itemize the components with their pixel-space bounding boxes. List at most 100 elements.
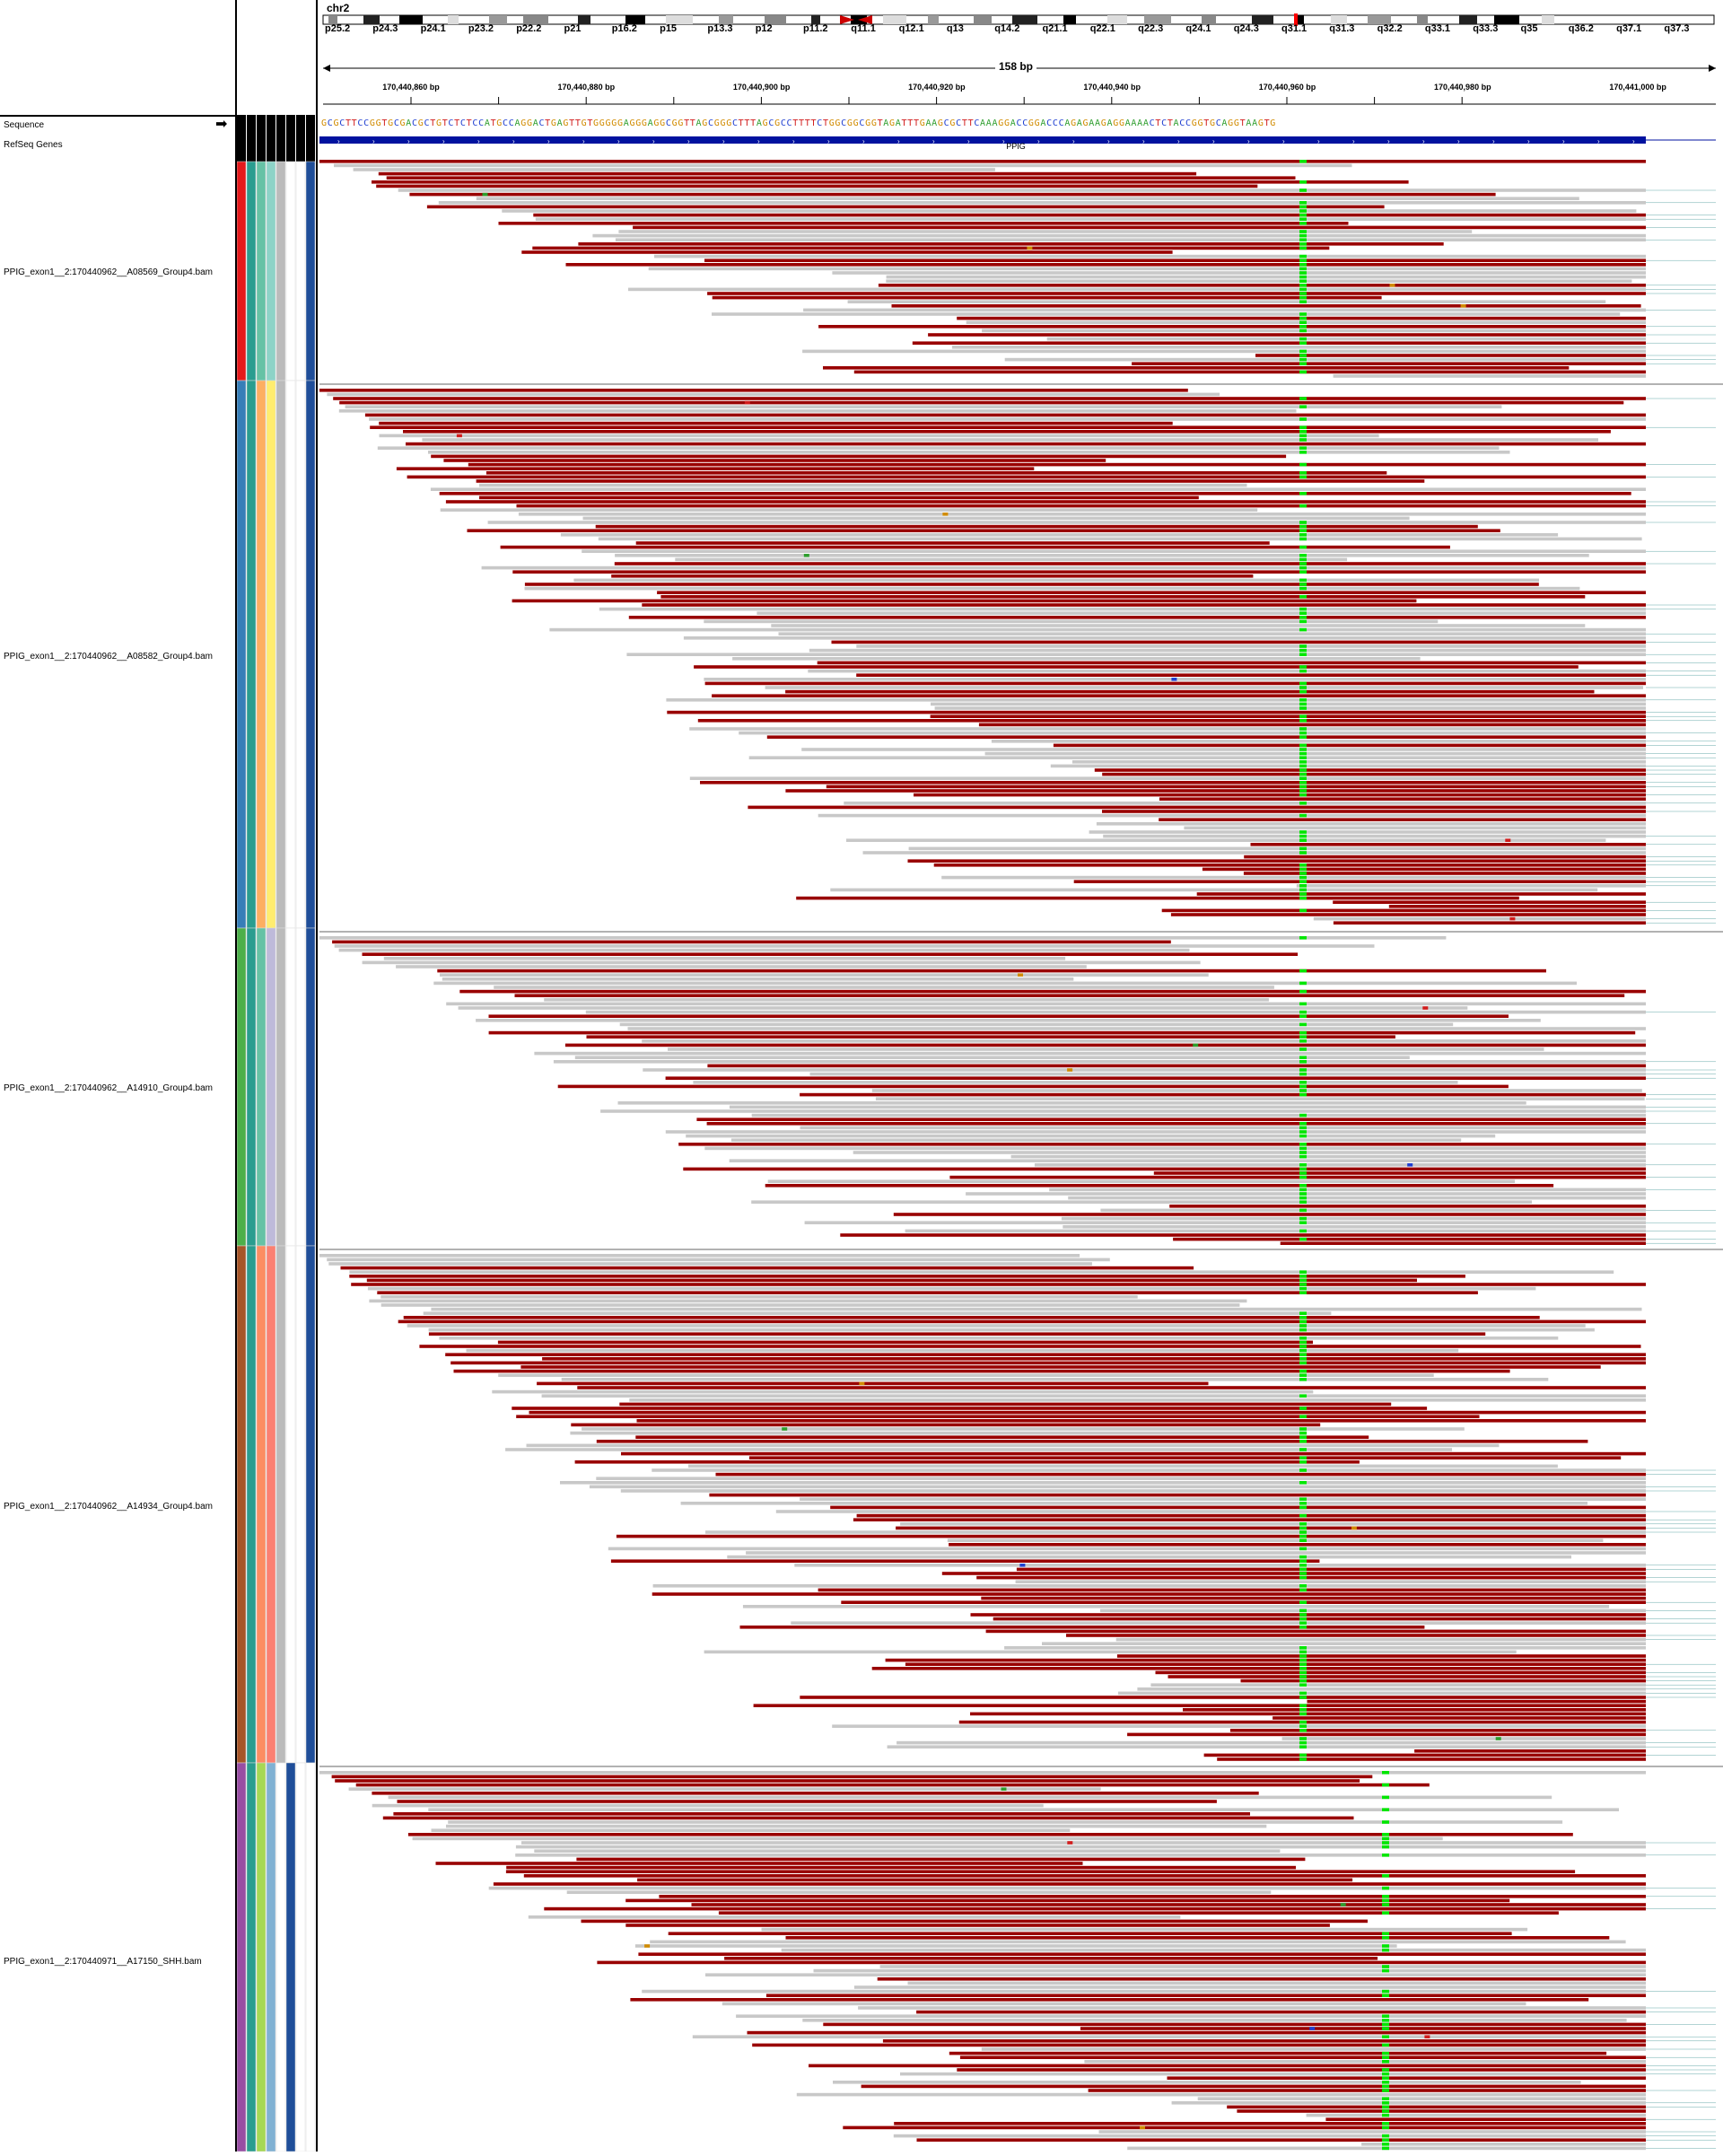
sequence-base: C	[503, 118, 509, 128]
read	[809, 2064, 1646, 2068]
read	[398, 1319, 1647, 1324]
read	[700, 781, 1646, 784]
mismatch-base	[942, 513, 949, 516]
ideogram-band-label: p24.1	[420, 23, 446, 34]
sample-label-3[interactable]: PPIG_exon1__2:170440962__A14910_Group4.b…	[4, 1083, 213, 1093]
variant-base	[1299, 1184, 1307, 1188]
alignment-reads[interactable]	[319, 160, 1723, 2152]
variant-base	[1299, 714, 1307, 718]
read	[616, 1534, 1646, 1538]
strand-chevron: ›	[1597, 137, 1600, 145]
variant-base	[1299, 1216, 1307, 1221]
read	[949, 1543, 1646, 1547]
ideogram-band-label: p13.3	[707, 23, 733, 34]
variant-base	[1299, 743, 1307, 748]
read	[428, 451, 1510, 454]
header-divider	[0, 115, 235, 117]
read	[650, 1940, 1626, 1944]
variant-base	[1299, 793, 1307, 797]
attr-cell	[285, 927, 296, 1247]
sequence-base: T	[792, 118, 800, 128]
variant-base	[1299, 1559, 1307, 1563]
read	[398, 188, 1647, 192]
attr-cell	[295, 927, 306, 1247]
read	[705, 1973, 1646, 1976]
variant-base	[1299, 751, 1307, 756]
read	[1296, 884, 1646, 888]
variant-base	[1299, 1084, 1307, 1089]
strand-chevron: ›	[1282, 137, 1285, 145]
read	[553, 1060, 1646, 1064]
attr-cell	[295, 161, 306, 381]
variant-base	[1299, 611, 1307, 615]
read	[746, 1551, 1646, 1555]
read	[707, 1064, 1646, 1068]
read	[648, 267, 1647, 271]
variant-base	[1299, 653, 1307, 656]
read	[1307, 1699, 1646, 1704]
variant-base	[1299, 1373, 1307, 1377]
sample-label-1[interactable]: PPIG_exon1__2:170440962__A08569_Group4.b…	[4, 267, 213, 277]
variant-base	[1299, 669, 1307, 673]
gene-name-label[interactable]: PPIG	[1006, 142, 1026, 151]
ideogram-band-label: q31.3	[1329, 23, 1355, 34]
read	[570, 1431, 1308, 1435]
attr-cell	[285, 380, 296, 929]
read	[704, 681, 1646, 686]
sequence-base: A	[925, 118, 932, 128]
sequence-base: G	[1071, 118, 1077, 128]
sample-label-2[interactable]: PPIG_exon1__2:170440962__A08582_Group4.b…	[4, 652, 213, 662]
variant-base	[1299, 425, 1307, 429]
refseq-track-name[interactable]: RefSeq Genes	[4, 140, 63, 150]
read	[586, 1035, 1395, 1039]
read	[633, 225, 1646, 230]
strand-arrow-icon[interactable]: ➡	[215, 117, 228, 132]
chromosome-ideogram[interactable]	[319, 13, 1723, 49]
read	[535, 217, 1646, 221]
ideogram-band-label: p24.3	[372, 23, 398, 34]
read	[654, 254, 1646, 259]
variant-base	[1382, 1989, 1389, 1994]
refseq-gene-track[interactable]: › › › › › › › › › › › › › › › › › › › › › › › › › › › › › › › › › › › › › ›	[319, 135, 1723, 147]
sample-label-4[interactable]: PPIG_exon1__2:170440962__A14934_Group4.b…	[4, 1502, 213, 1512]
read	[514, 994, 1625, 997]
read	[802, 349, 1646, 354]
read	[697, 719, 1646, 723]
read	[582, 549, 1647, 553]
read	[751, 1200, 1532, 1204]
attribute-color-columns[interactable]	[236, 0, 316, 2152]
attr-cell	[256, 1762, 267, 2152]
read	[817, 661, 1646, 665]
read	[611, 574, 1254, 578]
variant-base	[1299, 583, 1307, 586]
sequence-base: T	[569, 118, 575, 128]
sequence-base: T	[381, 118, 389, 128]
variant-base	[1299, 1237, 1307, 1241]
variant-base	[1299, 292, 1307, 295]
read	[691, 1903, 1646, 1906]
read	[856, 1513, 1646, 1518]
attr-cell	[305, 1245, 316, 1764]
read	[560, 1481, 1646, 1485]
variant-base	[1299, 1022, 1307, 1027]
variant-base	[1299, 1745, 1307, 1748]
sequence-base: C	[1215, 118, 1222, 128]
read	[619, 1022, 1454, 1027]
variant-base	[1299, 681, 1307, 686]
read	[1168, 1675, 1646, 1678]
sample-label-5[interactable]: PPIG_exon1__2:170440971__A17150_SHH.bam	[4, 1957, 202, 1967]
read	[665, 1076, 1646, 1080]
read	[907, 859, 1646, 863]
read	[1333, 900, 1646, 904]
sequence-base: G	[1003, 118, 1010, 128]
read	[727, 1555, 1571, 1559]
read	[1150, 1683, 1646, 1687]
sequence-base: A	[883, 118, 890, 128]
variant-base	[1299, 1278, 1307, 1283]
variant-base	[1299, 213, 1307, 217]
strand-chevron: ›	[967, 137, 970, 145]
read	[516, 1415, 1480, 1418]
sequence-track-name[interactable]: Sequence	[4, 120, 45, 130]
sequence-base: T	[799, 118, 805, 128]
read	[832, 271, 1646, 275]
